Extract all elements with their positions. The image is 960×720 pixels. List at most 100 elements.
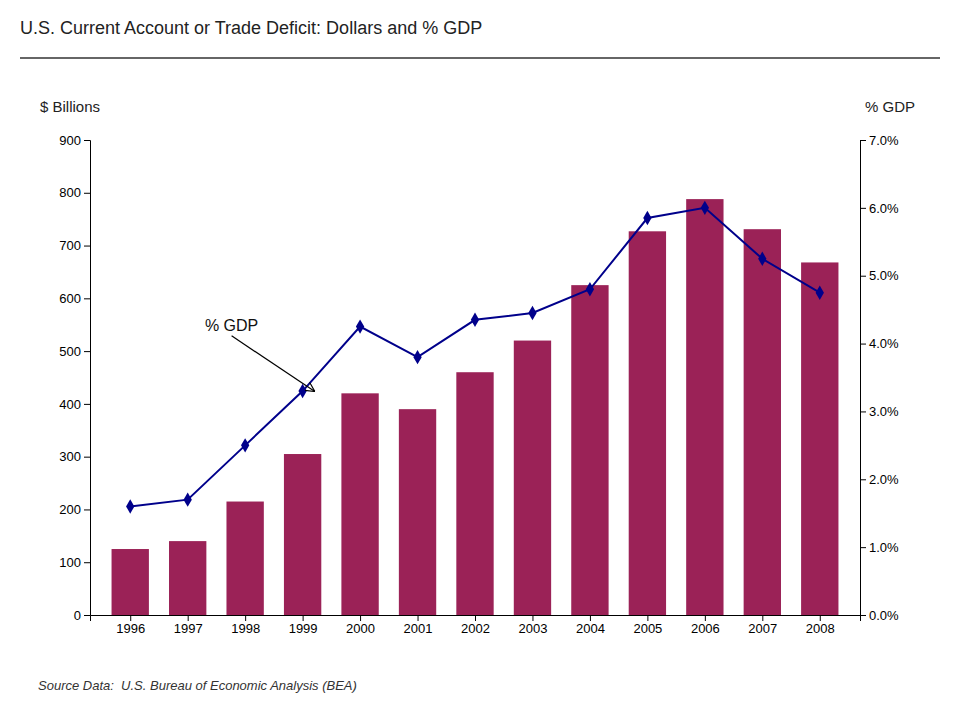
- tick: 500: [59, 344, 90, 359]
- marker: [643, 211, 651, 225]
- tick-mark: [84, 404, 90, 405]
- y2-axis: 0.0% 1.0% 2.0% 3.0% 4.0% 5.0% 6.0% 7.0%: [860, 133, 899, 623]
- tick-label: 1.0%: [869, 540, 899, 555]
- y-axis-label: $ Billions: [40, 98, 100, 115]
- tick-mark: [860, 411, 866, 412]
- tick-label: 2003: [519, 621, 548, 636]
- tick-label: 2.0%: [869, 472, 899, 487]
- tick-mark: [860, 344, 866, 345]
- tick: 2.0%: [860, 472, 899, 487]
- tick: 1996: [116, 615, 145, 636]
- tick-mark: [820, 615, 821, 621]
- marker: [816, 285, 824, 299]
- tick-mark: [647, 615, 648, 621]
- tick-mark: [188, 615, 189, 621]
- tick-mark: [84, 298, 90, 299]
- marker: [241, 438, 249, 452]
- marker: [701, 201, 709, 215]
- tick: 600: [59, 291, 90, 306]
- tick-mark: [84, 351, 90, 352]
- tick: 2007: [748, 615, 777, 636]
- tick-mark: [705, 615, 706, 621]
- tick-label: 2004: [576, 621, 605, 636]
- tick: 3.0%: [860, 404, 899, 419]
- chart: U.S. Current Account or Trade Deficit: D…: [0, 0, 960, 720]
- marker: [758, 252, 766, 266]
- tick: 7.0%: [860, 133, 899, 148]
- tick-label: 300: [59, 449, 81, 464]
- bar: [514, 341, 551, 615]
- tick-mark: [860, 479, 866, 480]
- tick-mark: [860, 276, 866, 277]
- annotation: % GDP: [205, 317, 258, 334]
- y2-axis-label: % GDP: [865, 98, 915, 115]
- tick: 2003: [519, 615, 548, 636]
- tick-mark: [860, 208, 866, 209]
- tick-mark: [84, 615, 90, 616]
- tick: 400: [59, 397, 90, 412]
- bar: [284, 454, 321, 615]
- tick-label: 2006: [691, 621, 720, 636]
- tick-label: 0: [74, 608, 81, 623]
- tick-mark: [860, 140, 866, 141]
- tick: 1998: [231, 615, 260, 636]
- tick-label: 200: [59, 502, 81, 517]
- tick: 1997: [174, 615, 203, 636]
- tick: 4.0%: [860, 336, 899, 351]
- y-axis: 0 100 200 300 400 500 600 700 800 900: [59, 133, 90, 623]
- marker: [184, 492, 192, 506]
- tick-mark: [762, 615, 763, 621]
- tick-label: 100: [59, 555, 81, 570]
- tick-label: 2002: [461, 621, 490, 636]
- tick: 1999: [289, 615, 318, 636]
- tick-label: 0.0%: [869, 608, 899, 623]
- tick-mark: [84, 457, 90, 458]
- bar: [169, 541, 206, 615]
- tick: 5.0%: [860, 268, 899, 283]
- axis-line: [91, 616, 861, 622]
- tick-label: 2001: [404, 621, 433, 636]
- tick-label: 900: [59, 133, 81, 148]
- tick-mark: [245, 615, 246, 621]
- axis-line: [84, 141, 91, 616]
- marker: [413, 350, 421, 364]
- tick-label: 3.0%: [869, 404, 899, 419]
- marker: [528, 306, 536, 320]
- separator: [20, 57, 940, 59]
- tick: 700: [59, 238, 90, 253]
- line: [130, 208, 820, 507]
- plot-area: [112, 199, 839, 615]
- tick: 2004: [576, 615, 605, 636]
- tick: 300: [59, 449, 90, 464]
- tick-label: 2007: [748, 621, 777, 636]
- tick-label: 1999: [289, 621, 318, 636]
- tick-mark: [418, 615, 419, 621]
- tick-label: 800: [59, 185, 81, 200]
- tick: 2005: [633, 615, 662, 636]
- tick-mark: [860, 547, 866, 548]
- marker: [356, 319, 364, 333]
- tick-label: 600: [59, 291, 81, 306]
- tick: 2002: [461, 615, 490, 636]
- title: U.S. Current Account or Trade Deficit: D…: [20, 18, 482, 38]
- tick: 2008: [806, 615, 835, 636]
- axis-line: [861, 141, 867, 616]
- tick: 6.0%: [860, 201, 899, 216]
- tick-label: 2000: [346, 621, 375, 636]
- tick-label: 500: [59, 344, 81, 359]
- tick-mark: [84, 140, 90, 141]
- tick: 200: [59, 502, 90, 517]
- tick-label: 1996: [116, 621, 145, 636]
- tick-label: 6.0%: [869, 201, 899, 216]
- tick: 2006: [691, 615, 720, 636]
- tick: 800: [59, 185, 90, 200]
- bar: [744, 229, 781, 615]
- tick-mark: [84, 193, 90, 194]
- tick-mark: [84, 246, 90, 247]
- tick-label: 1998: [231, 621, 260, 636]
- tick-mark: [475, 615, 476, 621]
- source: Source Data: U.S. Bureau of Economic Ana…: [38, 678, 357, 693]
- bar: [399, 409, 436, 615]
- tick-mark: [590, 615, 591, 621]
- x-axis: 1996 1997 1998 1999 2000 2001 2002 2003 2004 2005…: [91, 615, 861, 636]
